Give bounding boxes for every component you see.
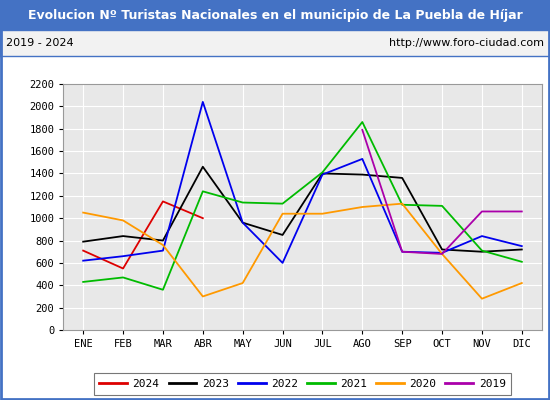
Text: Evolucion Nº Turistas Nacionales en el municipio de La Puebla de Híjar: Evolucion Nº Turistas Nacionales en el m… <box>28 8 522 22</box>
Legend: 2024, 2023, 2022, 2021, 2020, 2019: 2024, 2023, 2022, 2021, 2020, 2019 <box>94 374 512 394</box>
Text: http://www.foro-ciudad.com: http://www.foro-ciudad.com <box>389 38 544 48</box>
Text: 2019 - 2024: 2019 - 2024 <box>6 38 73 48</box>
